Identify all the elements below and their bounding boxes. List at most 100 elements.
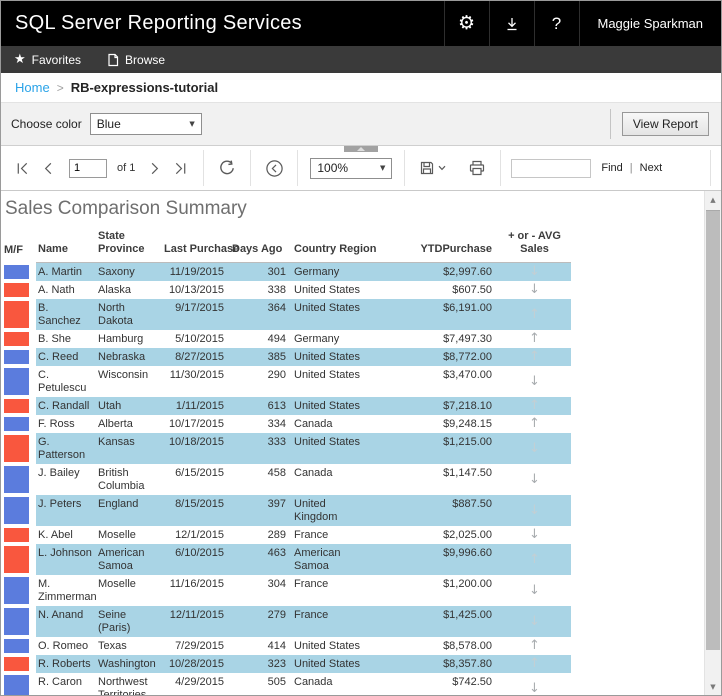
- ytd-cell: $3,470.00: [443, 369, 492, 381]
- report-viewport: Sales Comparison Summary M/F Name State …: [1, 191, 721, 695]
- view-report-button[interactable]: View Report: [621, 112, 709, 136]
- previous-page-button[interactable]: [35, 155, 61, 181]
- table-row: C. Randall Utah 1/11/2015 613 United Sta…: [1, 397, 571, 415]
- ytd-cell: $8,357.80: [370, 655, 498, 673]
- name-cell: F. Ross: [38, 418, 75, 430]
- back-button[interactable]: [261, 155, 287, 181]
- last-purchase-cell: 11/30/2015: [169, 369, 224, 381]
- divider: [710, 150, 711, 186]
- days-ago-cell: 494: [267, 333, 286, 345]
- trend-arrow-icon: ↑: [529, 656, 540, 671]
- page-number-input[interactable]: [69, 158, 107, 178]
- mf-color-swatch: [4, 657, 29, 671]
- scroll-up-button[interactable]: ▲: [710, 195, 716, 204]
- country-cell: United States: [294, 284, 361, 296]
- table-row: C. Petulescu Wisconsin 11/30/2015 290 Un…: [1, 366, 571, 397]
- vertical-scrollbar[interactable]: ▲ ▼: [704, 191, 721, 695]
- scroll-down-button[interactable]: ▼: [710, 682, 716, 691]
- country-cell: Germany: [292, 262, 370, 281]
- country-cell: Germany: [294, 333, 340, 345]
- mf-cell: [1, 673, 36, 695]
- state-cell: Utah: [96, 397, 162, 415]
- last-purchase-cell: 12/1/2015: [175, 529, 224, 541]
- mf-cell: [1, 281, 36, 299]
- parameters-splitter-handle[interactable]: [344, 146, 378, 152]
- sales-comparison-table: M/F Name State Province Last Purchase Da…: [1, 230, 571, 695]
- name-cell: G. Patterson: [36, 433, 96, 464]
- ytd-cell: $1,425.00: [370, 606, 498, 637]
- table-row: B. She Hamburg 5/10/2015 494 Germany $7,…: [1, 330, 571, 348]
- last-purchase-cell: 7/29/2015: [175, 640, 224, 652]
- next-page-button[interactable]: [141, 155, 167, 181]
- trend-arrow-icon: ↑: [529, 306, 540, 322]
- mf-cell: [1, 348, 36, 366]
- mf-cell: [1, 299, 36, 330]
- last-purchase-cell: 1/11/2015: [162, 397, 230, 415]
- table-row: F. Ross Alberta 10/17/2015 334 Canada $9…: [1, 415, 571, 433]
- ytd-cell: $607.50: [452, 284, 492, 296]
- trend-arrow-icon: ↑: [529, 398, 540, 413]
- mf-color-swatch: [4, 417, 29, 431]
- breadcrumb-home-link[interactable]: Home: [15, 80, 50, 95]
- scrollbar-thumb[interactable]: [706, 210, 720, 650]
- ytd-cell: $2,997.60: [370, 262, 498, 281]
- star-icon: ★: [14, 52, 26, 67]
- mf-color-swatch: [4, 435, 29, 462]
- mf-color-swatch: [4, 497, 29, 524]
- column-header-country: Country Region: [292, 230, 377, 263]
- choose-color-label: Choose color: [11, 117, 82, 131]
- export-button[interactable]: [415, 155, 450, 181]
- mf-cell: [1, 526, 36, 544]
- country-cell: United Kingdom: [292, 495, 370, 526]
- mf-color-swatch: [4, 301, 29, 328]
- choose-color-select[interactable]: Blue ▼: [89, 113, 202, 135]
- previous-page-icon: [44, 162, 51, 174]
- trend-arrow-icon: ↑: [529, 638, 540, 653]
- column-header-trend: + or - AVG Sales: [498, 230, 571, 263]
- parameters-bar: Choose color Blue ▼ View Report: [1, 103, 721, 146]
- mf-cell: [1, 606, 36, 637]
- download-button[interactable]: [488, 1, 534, 46]
- days-ago-cell: 323: [230, 655, 292, 673]
- help-button[interactable]: ?: [533, 1, 579, 46]
- last-purchase-cell: 9/17/2015: [162, 299, 230, 330]
- state-cell: American Samoa: [96, 544, 162, 575]
- column-header-ytd: YTDPurchase: [370, 230, 498, 263]
- zoom-select[interactable]: 100% ▼: [310, 157, 393, 179]
- parameters-actions: View Report: [609, 103, 711, 145]
- print-button[interactable]: [464, 155, 490, 181]
- trend-cell: ↑: [498, 330, 571, 348]
- last-purchase-cell: 10/18/2015: [162, 433, 230, 464]
- last-purchase-cell: 10/13/2015: [168, 284, 224, 296]
- last-page-button[interactable]: [167, 155, 193, 181]
- ytd-cell: $8,578.00: [443, 640, 492, 652]
- refresh-button[interactable]: [214, 155, 240, 181]
- trend-cell: ↓: [498, 281, 571, 299]
- refresh-icon: [220, 160, 235, 175]
- mf-cell: [1, 366, 36, 397]
- mf-color-swatch: [4, 466, 29, 493]
- nav-browse[interactable]: Browse: [94, 46, 178, 73]
- column-header-state: State Province: [96, 230, 162, 263]
- trend-cell: ↓: [498, 606, 571, 637]
- first-page-button[interactable]: [9, 155, 35, 181]
- trend-cell: ↓: [498, 433, 571, 464]
- user-menu[interactable]: Maggie Sparkman: [578, 1, 722, 46]
- ytd-cell: $6,191.00: [370, 299, 498, 330]
- trend-arrow-icon: ↓: [529, 680, 540, 695]
- settings-button[interactable]: ⚙: [443, 1, 489, 46]
- trend-cell: ↑: [498, 544, 571, 575]
- download-icon: [507, 17, 516, 30]
- name-cell: A. Martin: [36, 262, 96, 281]
- days-ago-cell: 334: [267, 418, 286, 430]
- trend-arrow-icon: ↓: [529, 502, 540, 518]
- find-button[interactable]: Find: [601, 162, 623, 174]
- table-header: M/F Name State Province Last Purchase Da…: [1, 230, 571, 263]
- days-ago-cell: 505: [267, 676, 286, 688]
- find-input[interactable]: [511, 158, 592, 178]
- find-next-button[interactable]: Next: [639, 162, 663, 174]
- table-body: A. Martin Saxony 11/19/2015 301 Germany …: [1, 262, 571, 695]
- last-page-icon: [175, 162, 186, 174]
- nav-favorites[interactable]: ★ Favorites: [1, 46, 94, 73]
